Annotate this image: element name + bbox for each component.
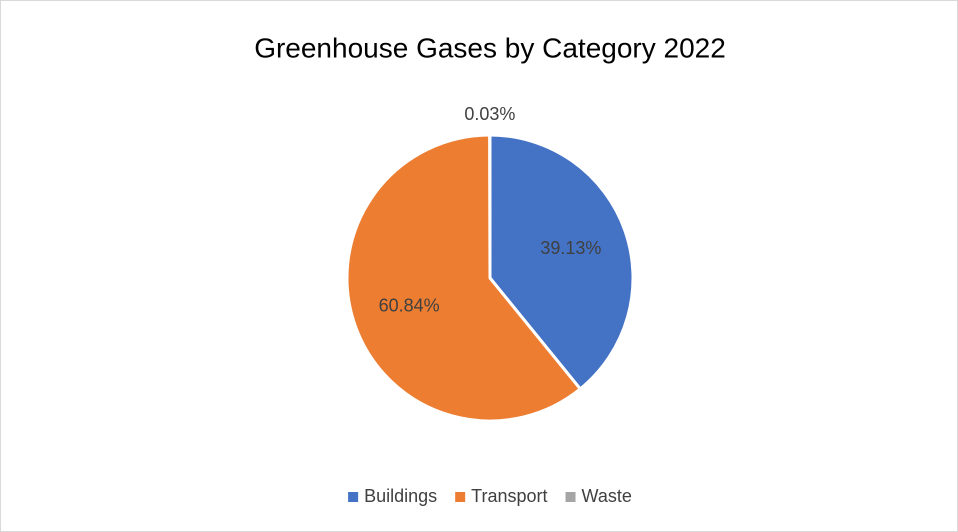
legend-label: Waste (582, 486, 632, 506)
legend-swatch (455, 492, 466, 502)
legend-label: Transport (471, 486, 547, 506)
data-label: 39.13% (540, 238, 601, 258)
legend-swatch (565, 492, 576, 502)
pie-slice (488, 133, 635, 392)
chart-title: Greenhouse Gases by Category 2022 (254, 32, 726, 63)
data-label: 60.84% (379, 296, 440, 316)
data-label: 0.03% (464, 104, 515, 124)
pie-slice (345, 133, 583, 423)
legend-label: Buildings (364, 486, 437, 506)
legend-swatch (348, 492, 359, 502)
